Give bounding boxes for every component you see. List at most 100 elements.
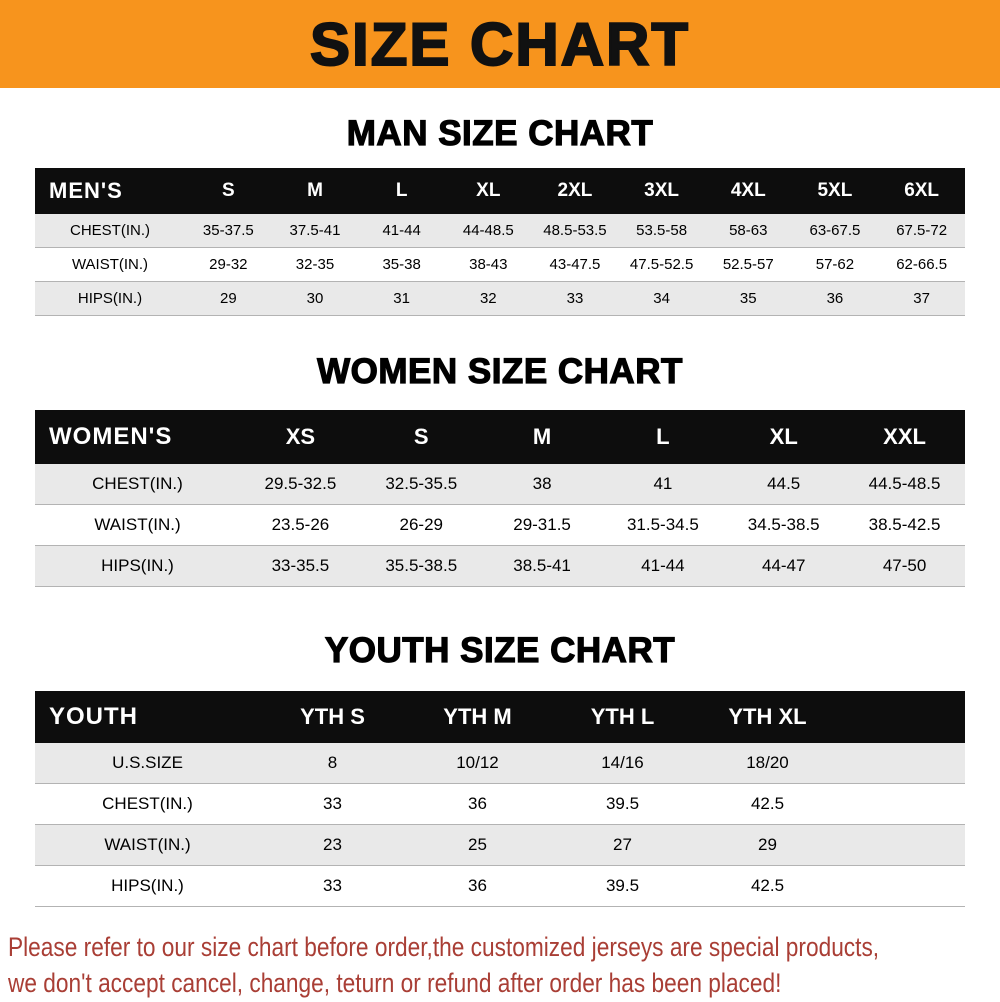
size-value-cell: 23	[260, 824, 405, 866]
row-label-cell: HIPS(IN.)	[35, 545, 240, 587]
size-value-cell: 41	[602, 464, 724, 505]
size-value-cell: 44-48.5	[444, 214, 532, 248]
size-value-cell: 36	[405, 865, 550, 907]
size-value-cell: 41-44	[358, 214, 445, 248]
size-value-cell: 35.5-38.5	[360, 545, 482, 587]
size-value-cell: 32	[444, 281, 532, 316]
size-column-header: M	[271, 168, 359, 214]
table-row: CHEST(IN.) 35-37.5 37.5-41 41-44 44-48.5 48.5…	[35, 214, 965, 248]
size-value-cell: 14/16	[550, 743, 695, 784]
size-value-cell: 42.5	[695, 783, 840, 825]
row-label-cell: WAIST(IN.)	[35, 824, 260, 866]
size-value-cell: 48.5-53.5	[531, 214, 619, 248]
row-label-cell: U.S.SIZE	[35, 743, 260, 784]
table-row: U.S.SIZE 8 10/12 14/16 18/20	[35, 743, 965, 784]
size-value-cell: 58-63	[704, 214, 792, 248]
size-value-cell: 44-47	[723, 545, 845, 587]
size-value-cell: 29	[695, 824, 840, 866]
row-label-cell: WAIST(IN.)	[35, 504, 240, 546]
table-row: HIPS(IN.) 33 36 39.5 42.5	[35, 865, 965, 907]
size-value-cell: 63-67.5	[791, 214, 879, 248]
page-title: SIZE CHART	[309, 10, 690, 79]
size-value-cell: 32.5-35.5	[360, 464, 482, 505]
size-value-cell: 35-37.5	[185, 214, 272, 248]
size-column-header: 4XL	[704, 168, 792, 214]
row-label-cell: HIPS(IN.)	[35, 281, 185, 316]
size-value-cell: 52.5-57	[704, 247, 792, 282]
row-label-cell: WAIST(IN.)	[35, 247, 185, 282]
row-label-cell: CHEST(IN.)	[35, 783, 260, 825]
size-value-cell: 34.5-38.5	[723, 504, 845, 546]
size-column-header: 3XL	[618, 168, 705, 214]
size-value-cell: 36	[791, 281, 879, 316]
size-column-header: YTH L	[550, 691, 695, 743]
size-value-cell: 26-29	[360, 504, 482, 546]
table-title-cell: YOUTH	[35, 691, 260, 743]
size-column-header: YTH XL	[695, 691, 840, 743]
size-value-cell: 33	[260, 783, 405, 825]
size-value-cell: 39.5	[550, 865, 695, 907]
size-value-cell: 38-43	[444, 247, 532, 282]
size-value-cell: 44.5	[723, 464, 845, 505]
size-column-header: 2XL	[531, 168, 619, 214]
size-column-header: M	[481, 410, 603, 464]
row-label-cell: CHEST(IN.)	[35, 464, 240, 505]
size-column-header: S	[185, 168, 272, 214]
size-value-cell: 34	[618, 281, 705, 316]
table-header-row: WOMEN'S XS S M L XL XXL	[35, 410, 965, 464]
size-value-cell: 67.5-72	[878, 214, 965, 248]
size-column-header: 5XL	[791, 168, 879, 214]
women-section-heading: WOMEN SIZE CHART	[317, 351, 683, 391]
size-value-cell: 38.5-42.5	[844, 504, 965, 546]
table-row: HIPS(IN.) 29 30 31 32 33 34 35 36 37	[35, 281, 965, 316]
size-value-cell: 33	[260, 865, 405, 907]
size-value-cell: 47-50	[844, 545, 965, 587]
man-size-chart-section: MAN SIZE CHART MEN'S S M L XL 2XL 3XL 4XL 5XL 6XL…	[0, 113, 1000, 316]
size-value-cell: 37	[878, 281, 965, 316]
disclaimer-line-1: Please refer to our size chart before or…	[8, 932, 880, 962]
size-column-header: XS	[240, 410, 361, 464]
size-value-cell: 30	[271, 281, 359, 316]
row-label-cell: HIPS(IN.)	[35, 865, 260, 907]
size-chart-banner: SIZE CHART	[0, 0, 1000, 88]
women-size-chart-section: WOMEN SIZE CHART WOMEN'S XS S M L XL XXL CHEST(…	[0, 351, 1000, 587]
youth-section-heading: YOUTH SIZE CHART	[324, 630, 676, 670]
table-header-row: MEN'S S M L XL 2XL 3XL 4XL 5XL 6XL	[35, 168, 965, 214]
spacer-cell	[840, 824, 965, 866]
size-value-cell: 41-44	[602, 545, 724, 587]
size-value-cell: 62-66.5	[878, 247, 965, 282]
row-label-cell: CHEST(IN.)	[35, 214, 185, 248]
size-column-header: YTH M	[405, 691, 550, 743]
size-value-cell: 10/12	[405, 743, 550, 784]
size-value-cell: 39.5	[550, 783, 695, 825]
size-value-cell: 8	[260, 743, 405, 784]
youth-size-table: YOUTH YTH S YTH M YTH L YTH XL U.S.SIZE 8 10/12…	[35, 691, 965, 907]
spacer-cell	[840, 783, 965, 825]
size-value-cell: 42.5	[695, 865, 840, 907]
size-value-cell: 33-35.5	[240, 545, 361, 587]
size-value-cell: 32-35	[271, 247, 359, 282]
table-row: WAIST(IN.) 23.5-26 26-29 29-31.5 31.5-34.5 34…	[35, 504, 965, 546]
size-value-cell: 31	[358, 281, 445, 316]
table-row: CHEST(IN.) 33 36 39.5 42.5	[35, 783, 965, 825]
size-column-header: L	[358, 168, 445, 214]
table-title-cell: WOMEN'S	[35, 410, 240, 464]
size-value-cell: 35	[704, 281, 792, 316]
size-value-cell: 18/20	[695, 743, 840, 784]
size-value-cell: 44.5-48.5	[844, 464, 965, 505]
youth-size-chart-section: YOUTH SIZE CHART YOUTH YTH S YTH M YTH L YTH…	[0, 630, 1000, 907]
table-title-cell: MEN'S	[35, 168, 185, 214]
size-column-header: XXL	[844, 410, 965, 464]
size-value-cell: 47.5-52.5	[618, 247, 705, 282]
table-row: HIPS(IN.) 33-35.5 35.5-38.5 38.5-41 41-44 44-…	[35, 545, 965, 587]
size-value-cell: 36	[405, 783, 550, 825]
size-value-cell: 29.5-32.5	[240, 464, 361, 505]
size-value-cell: 27	[550, 824, 695, 866]
size-value-cell: 29	[185, 281, 272, 316]
size-value-cell: 25	[405, 824, 550, 866]
spacer-cell	[840, 743, 965, 784]
disclaimer-note: Please refer to our size chart before or…	[0, 929, 1000, 1002]
size-value-cell: 33	[531, 281, 619, 316]
mens-size-table: MEN'S S M L XL 2XL 3XL 4XL 5XL 6XL CHEST(IN.) 35-37…	[35, 168, 965, 316]
